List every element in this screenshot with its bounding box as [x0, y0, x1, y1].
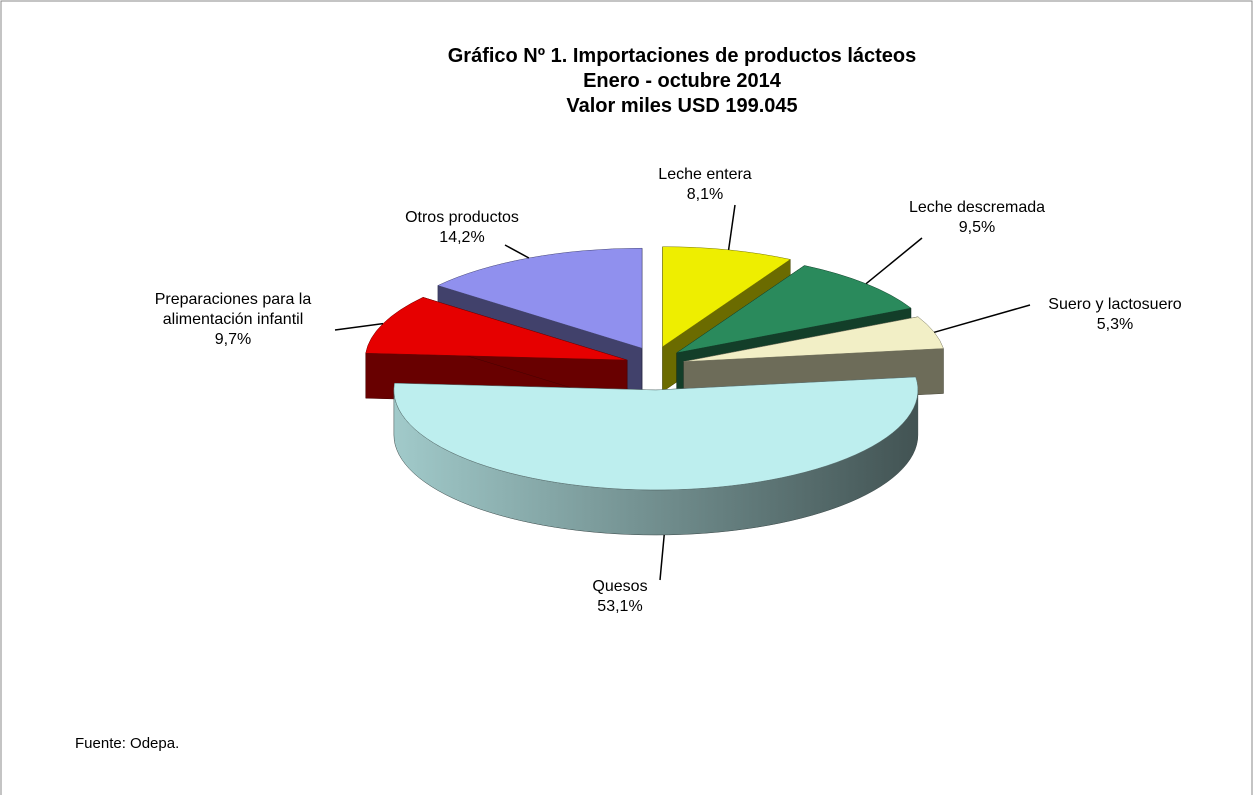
- leader-line: [334, 322, 384, 331]
- value-label: 9,5%: [958, 219, 996, 236]
- category-label: Preparaciones para la alimentación infan…: [154, 291, 312, 328]
- leader-line: [933, 304, 1031, 334]
- slice-top: [662, 246, 791, 348]
- category-label: Leche entera: [658, 166, 752, 183]
- chart-title: Enero - octubre 2014: [583, 70, 781, 92]
- slice-top: [365, 297, 628, 361]
- data-label: Leche entera 8,1%: [658, 165, 751, 205]
- chart-title: Valor miles USD 199.045: [566, 95, 798, 117]
- slice-top: [683, 316, 944, 362]
- leader-line: [865, 237, 923, 285]
- category-label: Leche descremada: [908, 199, 1046, 216]
- slice: [683, 316, 944, 407]
- source: Fuente: Odepa.: [75, 735, 180, 752]
- category-label: Suero y lactosuero: [1048, 296, 1182, 313]
- category-label: Quesos: [592, 578, 648, 595]
- category-label: Otros productos: [405, 209, 519, 226]
- value-label: 53,1%: [597, 598, 643, 615]
- value-label: 9,7%: [214, 331, 252, 348]
- data-label: Quesos 53,1%: [592, 577, 647, 617]
- value-label: 5,3%: [1096, 316, 1134, 333]
- leader-line: [504, 244, 530, 259]
- data-label: Leche descremada 9,5%: [909, 198, 1045, 238]
- leader-line: [727, 204, 736, 251]
- slice: [393, 376, 919, 536]
- slice-top: [393, 376, 919, 491]
- value-label: 8,1%: [686, 186, 724, 203]
- leader-line: [659, 534, 665, 581]
- data-label: Suero y lactosuero 5,3%: [1048, 295, 1181, 335]
- data-label: Otros productos 14,2%: [405, 208, 519, 248]
- data-label: Preparaciones para la alimentación infan…: [128, 290, 338, 350]
- chart-title: Gráfico Nº 1. Importaciones de productos…: [447, 45, 917, 67]
- value-label: 14,2%: [439, 229, 485, 246]
